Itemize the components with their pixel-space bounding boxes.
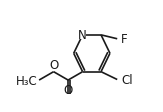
Text: O: O (50, 59, 59, 71)
Text: F: F (121, 33, 128, 46)
Bar (79, 32, 86, 39)
Text: Cl: Cl (121, 73, 133, 86)
Text: H₃C: H₃C (16, 74, 38, 87)
Text: O: O (63, 83, 73, 96)
Text: N: N (78, 29, 87, 42)
